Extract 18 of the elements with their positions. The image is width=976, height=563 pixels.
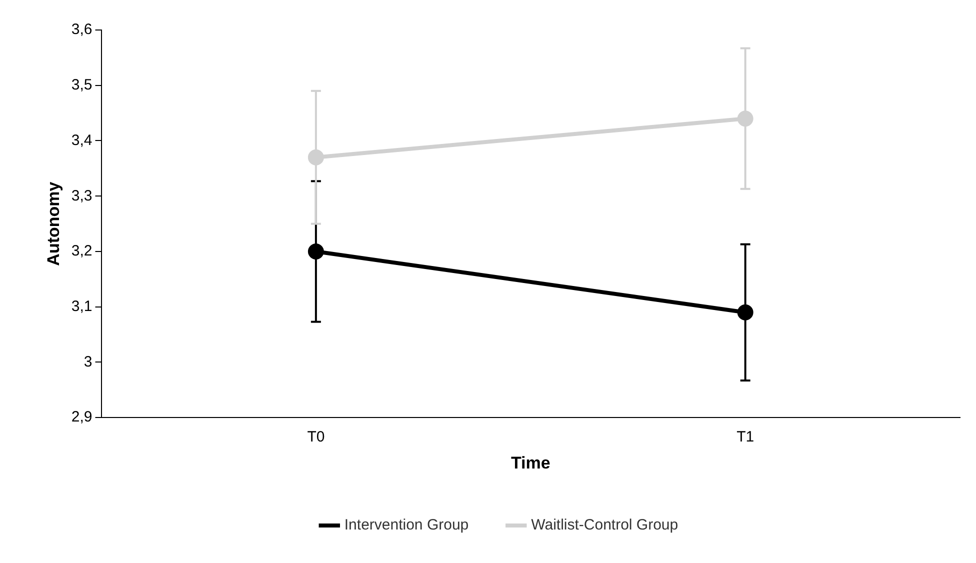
y-tick-label: 3 bbox=[84, 353, 92, 370]
y-tick-label: 3,4 bbox=[71, 132, 92, 149]
point bbox=[308, 149, 324, 166]
legend-label: Waitlist-Control Group bbox=[531, 516, 678, 534]
y-tick-label: 3,3 bbox=[71, 187, 92, 204]
y-tick-label: 3,6 bbox=[71, 21, 92, 38]
y-tick-label: 3,1 bbox=[71, 298, 92, 315]
legend-label: Intervention Group bbox=[344, 516, 469, 534]
y-tick-label: 2,9 bbox=[71, 408, 92, 426]
point bbox=[737, 110, 754, 127]
y-tick-label: 3,5 bbox=[71, 76, 92, 94]
y-axis-title: Autonomy bbox=[44, 181, 63, 266]
y-tick-label: 3,2 bbox=[71, 242, 92, 260]
point bbox=[737, 304, 754, 320]
point bbox=[308, 243, 324, 260]
x-axis-title: Time bbox=[510, 453, 550, 472]
x-tick-label: T1 bbox=[736, 428, 754, 446]
x-tick-label: T0 bbox=[307, 428, 325, 446]
